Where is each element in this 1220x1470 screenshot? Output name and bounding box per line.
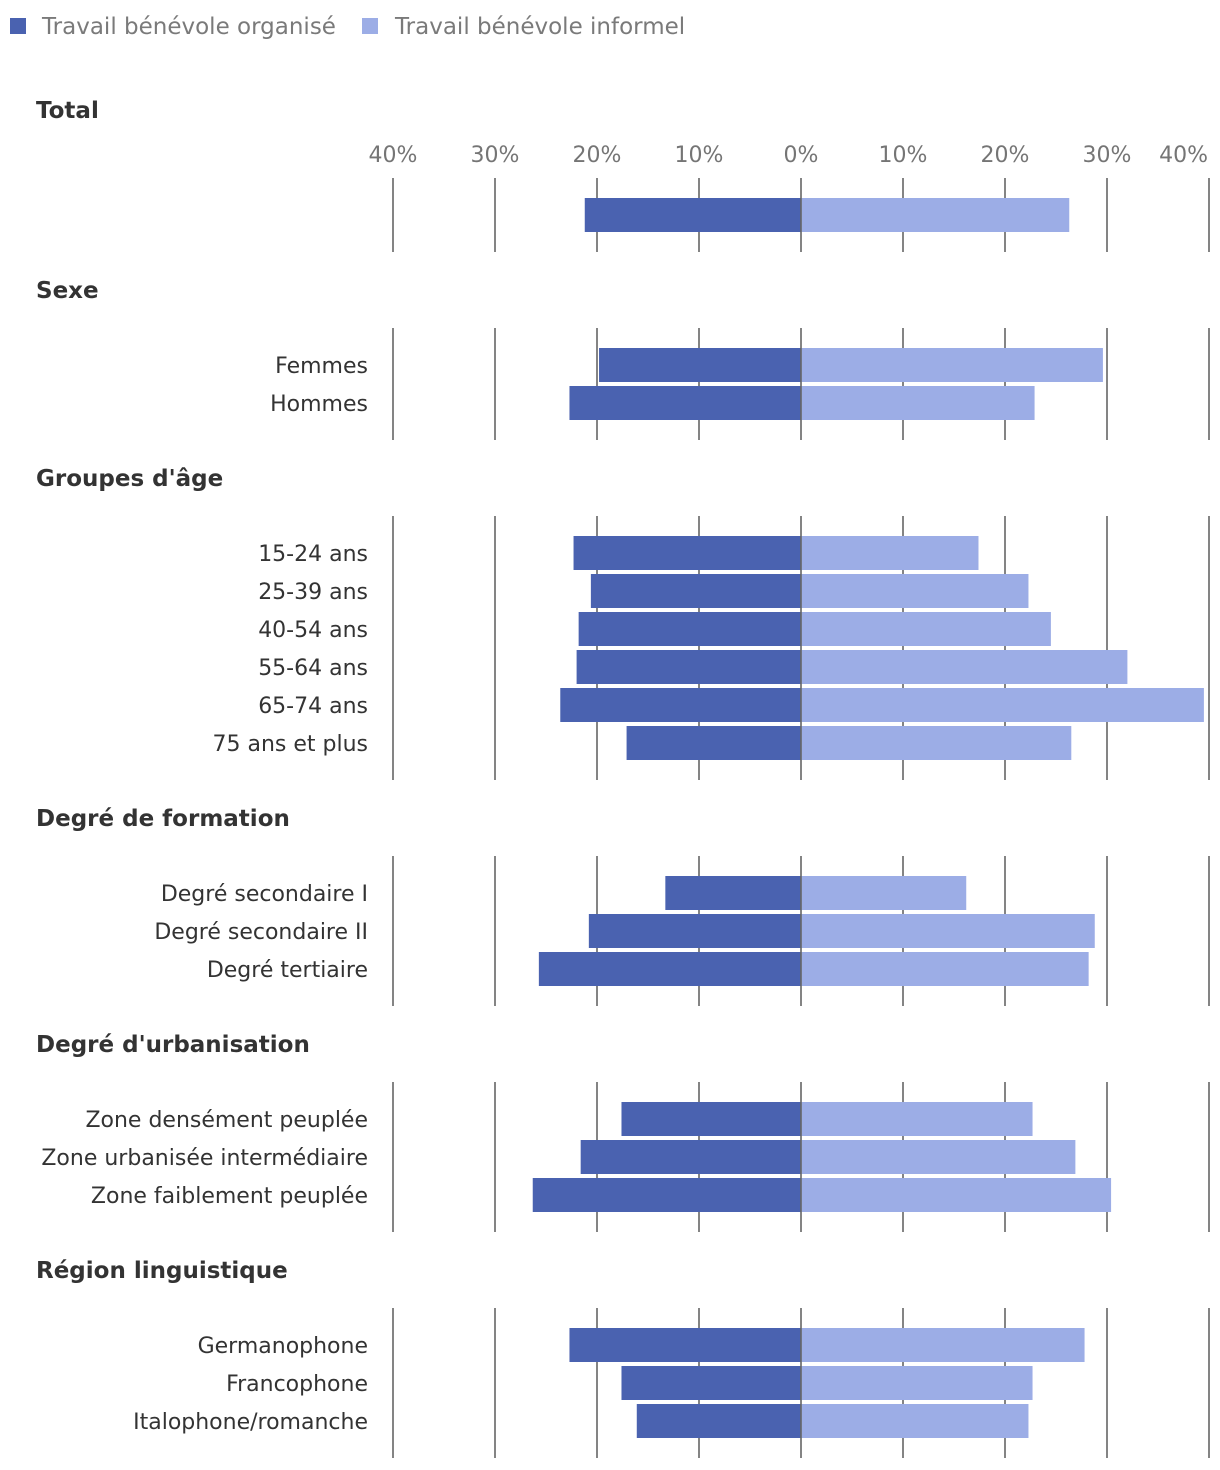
bar-organise[interactable] xyxy=(621,1102,801,1136)
bar-informel[interactable] xyxy=(801,574,1029,608)
bar-informel[interactable] xyxy=(801,952,1089,986)
bar-informel[interactable] xyxy=(801,1404,1029,1438)
x-tick-label: 30% xyxy=(1083,143,1132,168)
bar-organise[interactable] xyxy=(590,574,801,608)
category-label: 25-39 ans xyxy=(258,580,368,605)
bar-organise[interactable] xyxy=(588,914,801,948)
category-label: Zone densément peuplée xyxy=(85,1108,368,1133)
x-tick-label: 0% xyxy=(784,143,819,168)
legend-item-organise[interactable]: Travail bénévole organisé xyxy=(10,14,336,40)
x-tick-label: 40% xyxy=(1159,143,1208,168)
x-tick-label: 20% xyxy=(573,143,622,168)
bar-informel[interactable] xyxy=(801,386,1035,420)
bar-informel[interactable] xyxy=(801,688,1204,722)
category-label: 40-54 ans xyxy=(258,618,368,643)
x-tick-label: 10% xyxy=(879,143,928,168)
group-title: Degré d'urbanisation xyxy=(36,1032,310,1058)
bar-organise[interactable] xyxy=(665,876,801,910)
bar-organise[interactable] xyxy=(532,1178,801,1212)
bar-informel[interactable] xyxy=(801,1102,1033,1136)
bar-organise[interactable] xyxy=(538,952,801,986)
category-label: Italophone/romanche xyxy=(133,1410,368,1435)
category-label: Femmes xyxy=(275,354,368,379)
group-title: Région linguistique xyxy=(36,1258,288,1284)
bar-organise[interactable] xyxy=(626,726,801,760)
bar-organise[interactable] xyxy=(578,612,801,646)
category-label: 75 ans et plus xyxy=(212,732,368,757)
bar-organise[interactable] xyxy=(636,1404,801,1438)
legend-item-informel[interactable]: Travail bénévole informel xyxy=(362,14,685,40)
category-label: Zone urbanisée intermédiaire xyxy=(41,1146,368,1171)
bar-organise[interactable] xyxy=(580,1140,801,1174)
legend-label-informel: Travail bénévole informel xyxy=(394,14,685,40)
category-label: Francophone xyxy=(226,1372,368,1397)
legend: Travail bénévole organisé Travail bénévo… xyxy=(10,14,685,40)
group-title: Groupes d'âge xyxy=(36,466,223,492)
bar-organise[interactable] xyxy=(569,1328,801,1362)
x-tick-label: 40% xyxy=(369,143,418,168)
bar-organise[interactable] xyxy=(573,536,801,570)
bar-informel[interactable] xyxy=(801,612,1051,646)
bar-informel[interactable] xyxy=(801,1366,1033,1400)
bar-organise[interactable] xyxy=(569,386,801,420)
bar-informel[interactable] xyxy=(801,726,1072,760)
bar-informel[interactable] xyxy=(801,536,979,570)
x-tick-label: 10% xyxy=(675,143,724,168)
bar-informel[interactable] xyxy=(801,876,967,910)
group-title: Degré de formation xyxy=(36,806,290,832)
category-label: Degré secondaire II xyxy=(154,920,368,945)
group-title: Total xyxy=(36,98,99,124)
category-label: Germanophone xyxy=(198,1334,368,1359)
category-label: Degré secondaire I xyxy=(161,882,368,907)
legend-swatch-informel xyxy=(362,18,378,34)
category-label: 15-24 ans xyxy=(258,542,368,567)
group-title: Sexe xyxy=(36,278,99,304)
bar-informel[interactable] xyxy=(801,1178,1112,1212)
category-label: 65-74 ans xyxy=(258,694,368,719)
x-tick-label: 20% xyxy=(981,143,1030,168)
category-label: Zone faiblement peuplée xyxy=(91,1184,368,1209)
bar-informel[interactable] xyxy=(801,198,1070,232)
bar-organise[interactable] xyxy=(621,1366,801,1400)
bar-informel[interactable] xyxy=(801,348,1103,382)
bar-informel[interactable] xyxy=(801,650,1128,684)
bar-informel[interactable] xyxy=(801,914,1095,948)
legend-label-organise: Travail bénévole organisé xyxy=(41,14,336,40)
x-tick-label: 30% xyxy=(471,143,520,168)
category-label: Degré tertiaire xyxy=(207,958,368,983)
category-label: 55-64 ans xyxy=(258,656,368,681)
bar-organise[interactable] xyxy=(584,198,801,232)
bar-organise[interactable] xyxy=(560,688,801,722)
bar-organise[interactable] xyxy=(576,650,801,684)
bar-organise[interactable] xyxy=(599,348,801,382)
bar-informel[interactable] xyxy=(801,1328,1085,1362)
legend-swatch-organise xyxy=(10,18,26,34)
bar-informel[interactable] xyxy=(801,1140,1076,1174)
category-label: Hommes xyxy=(270,392,368,417)
chart-groups: Total 40% 30% 20% 10% 0% 10% 20% 30% 40% Sexe Femme… xyxy=(36,98,1210,1458)
